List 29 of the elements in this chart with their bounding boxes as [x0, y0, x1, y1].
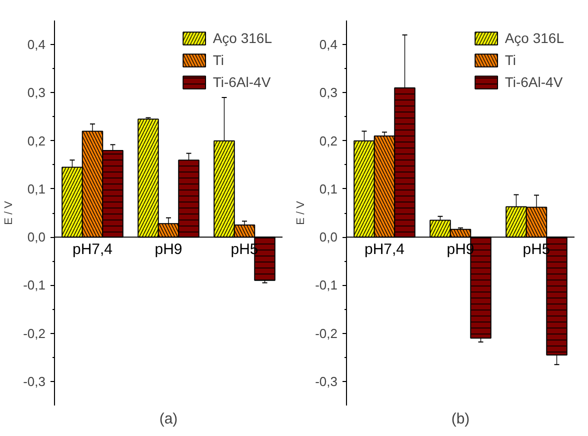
y-tick-label: 0,1 — [319, 181, 338, 196]
y-tick-label: 0,0 — [27, 230, 46, 245]
x-axis-title: (a) — [159, 410, 178, 428]
x-tick-label: pH7,4 — [364, 241, 405, 258]
y-tick-label: -0,1 — [315, 278, 338, 293]
legend-label: Aço 316L — [504, 30, 564, 46]
y-axis-title: E / V — [295, 200, 308, 225]
y-tick-label: 0,4 — [319, 37, 338, 52]
y-tick-label: 0,4 — [27, 37, 46, 52]
x-tick-label: pH9 — [154, 241, 182, 258]
y-tick-label: -0,1 — [23, 278, 46, 293]
legend-label: Aço 316L — [212, 30, 272, 46]
legend-label: Ti-6Al-4V — [504, 74, 563, 90]
y-tick-label: -0,3 — [315, 374, 338, 389]
x-axis-title: (b) — [451, 410, 470, 428]
y-tick-label: 0,2 — [27, 133, 46, 148]
y-tick-label: 0,0 — [319, 230, 338, 245]
y-tick-label: -0,2 — [23, 326, 46, 341]
y-tick-label: -0,2 — [315, 326, 338, 341]
x-tick-label: pH7,4 — [72, 241, 113, 258]
y-tick-label: 0,3 — [27, 85, 46, 100]
y-tick-label: -0,3 — [23, 374, 46, 389]
y-axis-title: E / V — [3, 200, 16, 225]
legend-label: Ti — [212, 52, 225, 68]
y-tick-label: 0,2 — [319, 133, 338, 148]
y-tick-label: 0,3 — [319, 85, 338, 100]
legend-label: Ti — [504, 52, 517, 68]
legend-label: Ti-6Al-4V — [212, 74, 271, 90]
y-tick-label: 0,1 — [27, 181, 46, 196]
